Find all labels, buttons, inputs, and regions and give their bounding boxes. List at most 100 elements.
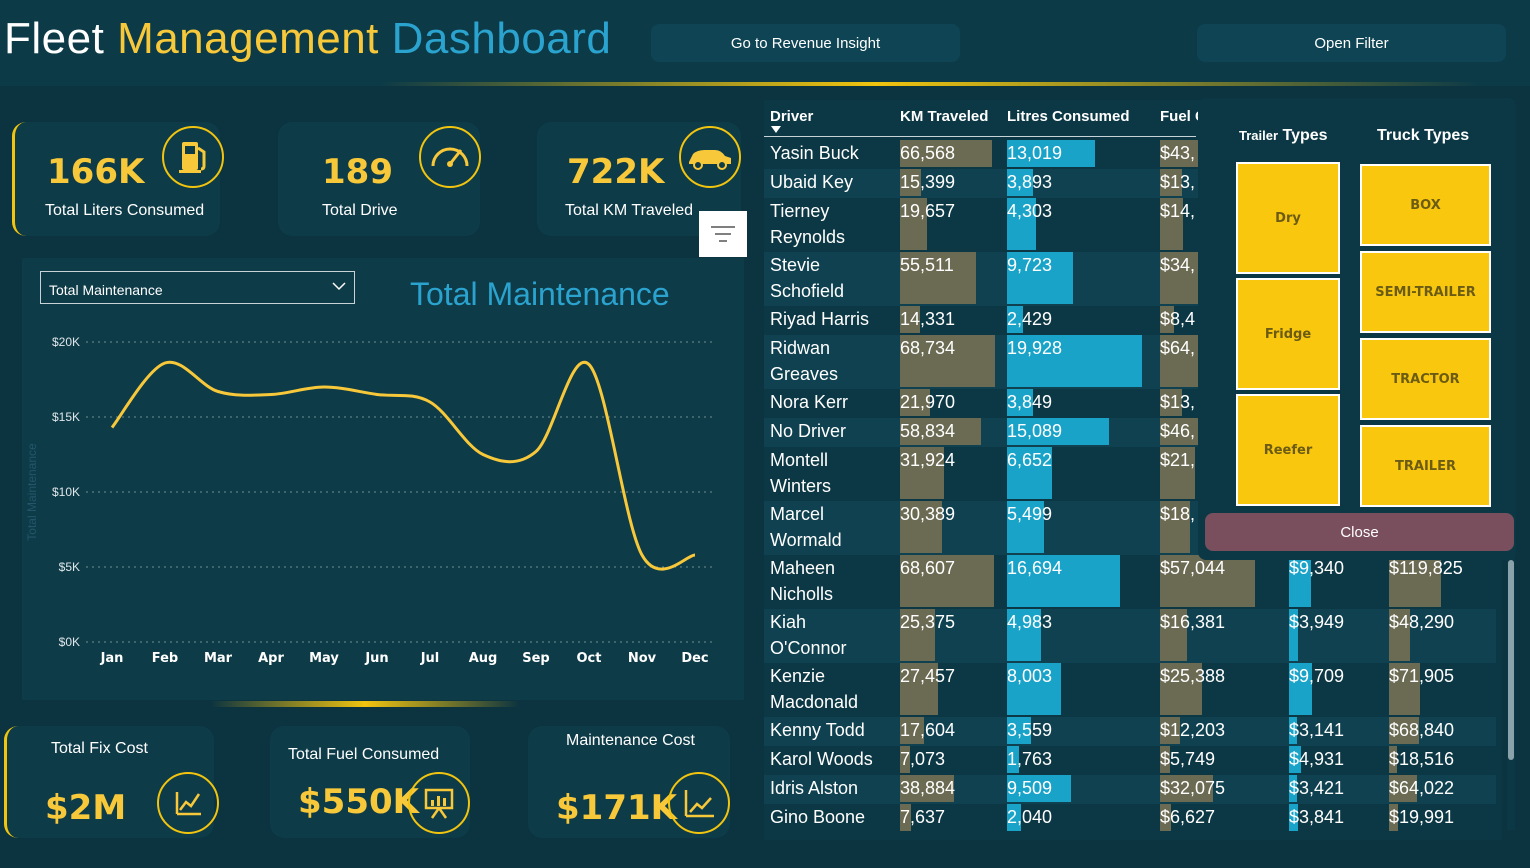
- data-bar-km: [900, 555, 994, 607]
- driver-name: Wormald: [770, 530, 842, 550]
- close-filter-button[interactable]: Close: [1205, 513, 1514, 551]
- truck-tile-semi-trailer[interactable]: SEMI-TRAILER: [1360, 251, 1491, 333]
- y-tick-label: $5K: [59, 560, 80, 574]
- open-filter-button[interactable]: Open Filter: [1197, 24, 1506, 62]
- data-bar-km: [900, 335, 995, 387]
- y-tick-label: $20K: [52, 335, 80, 349]
- trailer-types-header: Trailer Types: [1239, 127, 1328, 145]
- y-tick-label: $15K: [52, 410, 80, 424]
- table-row[interactable]: Montell Winters 31,924 6,652 $21,: [764, 447, 1496, 501]
- cell-c5: $3,949: [1289, 612, 1345, 632]
- y-axis-label: Total Maintenance: [25, 443, 39, 541]
- kpi-value: 166K: [47, 152, 145, 192]
- driver-name: No Driver: [770, 421, 847, 441]
- data-bar-fuel: [1160, 447, 1195, 499]
- kpi-value: 189: [322, 152, 393, 192]
- driver-name: Macdonald: [770, 692, 859, 712]
- truck-tile-box[interactable]: BOX: [1360, 164, 1491, 246]
- title-word-management: Management: [117, 14, 379, 63]
- table-row[interactable]: Nora Kerr 21,970 3,849 $13,: [764, 389, 1496, 418]
- table-row[interactable]: Tierney Reynolds 19,657 4,303 $14,: [764, 198, 1496, 252]
- driver-name: Tierney: [770, 201, 830, 221]
- cell-fuel: $13,: [1160, 392, 1196, 412]
- kpi-label: Total Fuel Consumed: [288, 746, 440, 763]
- column-header-km[interactable]: KM Traveled: [900, 108, 989, 125]
- kpi-label: Maintenance Cost: [566, 732, 695, 749]
- cell-litres: 16,694: [1007, 558, 1063, 578]
- kpi-card-maintenance-cost: Maintenance Cost $171K: [528, 726, 730, 838]
- table-row[interactable]: Maheen Nicholls 68,607 16,694 $57,044 $9,340 $…: [764, 555, 1496, 609]
- data-bar-fuel: [1160, 306, 1174, 333]
- cell-km: 31,924: [900, 450, 956, 470]
- table-row[interactable]: Riyad Harris 14,331 2,429 $8,4: [764, 306, 1496, 335]
- column-header-fuel[interactable]: Fuel C: [1160, 108, 1206, 125]
- truck-tile-trailer[interactable]: TRAILER: [1360, 425, 1491, 507]
- cell-km: 19,657: [900, 201, 956, 221]
- data-bar-litres: [1007, 663, 1061, 715]
- scrollbar-thumb[interactable]: [1508, 560, 1514, 760]
- cell-fuel: $46,: [1160, 421, 1196, 441]
- data-bar-litres: [1007, 447, 1052, 499]
- cell-km: 25,375: [900, 612, 956, 632]
- cell-litres: 2,040: [1007, 807, 1053, 827]
- data-bar-litres: [1007, 501, 1044, 553]
- chevron-down-icon: [332, 282, 346, 291]
- cell-fuel: $5,749: [1160, 749, 1216, 769]
- maintenance-line-chart: $0K $5K $10K $15K $20K Total Maintenance Jan Fe…: [25, 335, 714, 666]
- data-bar-c6: [1389, 555, 1441, 607]
- trailer-tile-fridge[interactable]: Fridge: [1236, 278, 1340, 390]
- header-divider: [380, 82, 1480, 86]
- column-header-litres[interactable]: Litres Consumed: [1007, 108, 1130, 125]
- metric-dropdown[interactable]: Total Maintenance: [40, 271, 355, 304]
- table-row[interactable]: Gino Boone 7,637 2,040 $6,627 $3,841 $19,991: [764, 804, 1496, 833]
- cell-fuel: $13,: [1160, 172, 1196, 192]
- table-row[interactable]: Karol Woods 7,073 1,763 $5,749 $4,931 $18,516: [764, 746, 1496, 775]
- data-bar-c5: [1289, 775, 1297, 802]
- kpi-label: Total Fix Cost: [51, 740, 148, 757]
- driver-name: Kenny Todd: [770, 720, 865, 740]
- cell-fuel: $34,: [1160, 255, 1196, 275]
- x-tick-label: Oct: [577, 651, 602, 666]
- cell-c5: $3,141: [1289, 720, 1345, 740]
- data-bar-litres: [1007, 306, 1023, 333]
- x-tick-label: Apr: [258, 651, 284, 666]
- table-row[interactable]: Kenny Todd 17,604 3,559 $12,203 $3,141 $68,84…: [764, 717, 1496, 746]
- cell-c6: $71,905: [1389, 666, 1455, 686]
- driver-name: Stevie: [770, 255, 821, 275]
- kpi-value: $550K: [298, 782, 419, 822]
- data-bar-litres: [1007, 717, 1031, 744]
- data-bar-c6: [1389, 804, 1398, 831]
- x-tick-label: Jun: [364, 651, 388, 666]
- series-line: [110, 360, 696, 571]
- x-tick-label: Mar: [204, 651, 233, 666]
- table-row[interactable]: Kenzie Macdonald 27,457 8,003 $25,388 $9,709 $…: [764, 663, 1496, 717]
- x-tick-label: May: [309, 651, 339, 666]
- data-bar-km: [900, 447, 944, 499]
- table-row[interactable]: Idris Alston 38,884 9,509 $32,075 $3,421 $64,…: [764, 775, 1496, 804]
- trailer-tile-dry[interactable]: Dry: [1236, 162, 1340, 274]
- data-bar-litres: [1007, 746, 1019, 773]
- x-tick-label: Sep: [522, 651, 550, 666]
- truck-tile-tractor[interactable]: TRACTOR: [1360, 338, 1491, 420]
- table-row[interactable]: Yasin Buck 66,568 13,019 $43,: [764, 140, 1496, 169]
- truck-types-header: Truck Types: [1377, 127, 1470, 144]
- sort-desc-icon[interactable]: [771, 126, 781, 133]
- trailer-tile-reefer[interactable]: Reefer: [1236, 394, 1340, 506]
- x-tick-label: Dec: [681, 651, 708, 666]
- column-header-driver[interactable]: Driver: [770, 108, 814, 125]
- visual-filter-icon[interactable]: [699, 211, 747, 257]
- cell-fuel: $16,381: [1160, 612, 1226, 632]
- data-bar-fuel: [1160, 775, 1213, 802]
- cell-km: 68,607: [900, 558, 956, 578]
- cell-c5: $4,931: [1289, 749, 1345, 769]
- data-bar-c5: [1289, 804, 1298, 831]
- cell-km: 58,834: [900, 421, 956, 441]
- cell-c6: $119,825: [1389, 558, 1463, 578]
- revenue-insight-button[interactable]: Go to Revenue Insight: [651, 24, 960, 62]
- cell-c5: $9,340: [1289, 558, 1345, 578]
- y-tick-label: $0K: [59, 635, 80, 649]
- driver-name: Reynolds: [770, 227, 846, 247]
- cell-fuel: $14,: [1160, 201, 1196, 221]
- data-bar-c6: [1389, 663, 1420, 715]
- table-row[interactable]: Kiah O'Connor 25,375 4,983 $16,381 $3,949 $48,…: [764, 609, 1496, 663]
